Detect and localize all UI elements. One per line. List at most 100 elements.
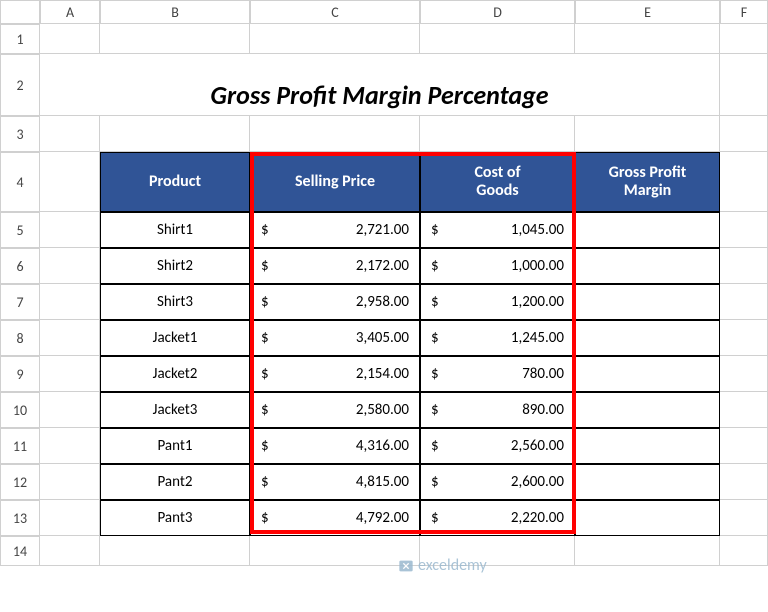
cell-margin[interactable] (575, 248, 720, 284)
cell-margin[interactable] (575, 428, 720, 464)
cell-cost[interactable]: $1,245.00 (420, 320, 575, 356)
row-header-6[interactable]: 6 (0, 248, 40, 284)
cell-margin[interactable] (575, 392, 720, 428)
cell[interactable] (100, 116, 250, 152)
cell[interactable] (40, 356, 100, 392)
cell[interactable] (720, 212, 768, 248)
cell[interactable] (250, 24, 420, 54)
cell[interactable] (40, 248, 100, 284)
cell-product[interactable]: Jacket1 (100, 320, 250, 356)
cell[interactable] (250, 536, 420, 566)
cell[interactable] (575, 24, 720, 54)
col-header-b[interactable]: B (100, 0, 250, 24)
row-header-1[interactable]: 1 (0, 24, 40, 54)
row-header-10[interactable]: 10 (0, 392, 40, 428)
cell-product[interactable]: Pant3 (100, 500, 250, 536)
cell-cost[interactable]: $1,000.00 (420, 248, 575, 284)
cell[interactable] (40, 536, 100, 566)
cell[interactable] (40, 212, 100, 248)
col-header-d[interactable]: D (420, 0, 575, 24)
cell-cost[interactable]: $2,220.00 (420, 500, 575, 536)
col-header-a[interactable]: A (40, 0, 100, 24)
cell-cost[interactable]: $890.00 (420, 392, 575, 428)
cell-price[interactable]: $4,792.00 (250, 500, 420, 536)
cell-margin[interactable] (575, 464, 720, 500)
cell[interactable] (40, 24, 100, 54)
cell-margin[interactable] (575, 320, 720, 356)
cell-price[interactable]: $2,154.00 (250, 356, 420, 392)
col-header-e[interactable]: E (575, 0, 720, 24)
cell[interactable] (720, 248, 768, 284)
cell[interactable] (40, 500, 100, 536)
row-header-9[interactable]: 9 (0, 356, 40, 392)
cell[interactable] (575, 116, 720, 152)
header-cost-of-goods[interactable]: Cost of Goods (420, 152, 575, 212)
header-product[interactable]: Product (100, 152, 250, 212)
col-header-f[interactable]: F (720, 0, 768, 24)
row-header-13[interactable]: 13 (0, 500, 40, 536)
row-header-7[interactable]: 7 (0, 284, 40, 320)
cell[interactable] (720, 392, 768, 428)
row-header-3[interactable]: 3 (0, 116, 40, 152)
cell-price[interactable]: $4,316.00 (250, 428, 420, 464)
cell-cost[interactable]: $780.00 (420, 356, 575, 392)
cell[interactable] (720, 500, 768, 536)
cell-price[interactable]: $3,405.00 (250, 320, 420, 356)
cell-price[interactable]: $2,172.00 (250, 248, 420, 284)
cell[interactable] (40, 152, 100, 212)
cell-product[interactable]: Pant2 (100, 464, 250, 500)
corner-cell[interactable] (0, 0, 40, 24)
cell-price[interactable]: $2,580.00 (250, 392, 420, 428)
cell[interactable] (720, 116, 768, 152)
cell[interactable] (40, 464, 100, 500)
cell-price[interactable]: $2,721.00 (250, 212, 420, 248)
row-header-4[interactable]: 4 (0, 152, 40, 212)
cell[interactable] (420, 116, 575, 152)
cell-cost[interactable]: $2,560.00 (420, 428, 575, 464)
cell[interactable] (720, 54, 768, 116)
cell[interactable] (40, 320, 100, 356)
row-header-8[interactable]: 8 (0, 320, 40, 356)
cell[interactable] (40, 428, 100, 464)
row-header-5[interactable]: 5 (0, 212, 40, 248)
row-header-11[interactable]: 11 (0, 428, 40, 464)
header-gross-profit-margin[interactable]: Gross Profit Margin (575, 152, 720, 212)
cell[interactable] (720, 536, 768, 566)
cell-product[interactable]: Jacket2 (100, 356, 250, 392)
cell-margin[interactable] (575, 500, 720, 536)
cell-price[interactable]: $4,815.00 (250, 464, 420, 500)
cell[interactable] (40, 116, 100, 152)
cell[interactable] (720, 428, 768, 464)
cell-cost[interactable]: $1,045.00 (420, 212, 575, 248)
header-selling-price[interactable]: Selling Price (250, 152, 420, 212)
cell[interactable] (720, 356, 768, 392)
cell-margin[interactable] (575, 284, 720, 320)
cell[interactable] (720, 24, 768, 54)
cell[interactable] (720, 152, 768, 212)
cell-margin[interactable] (575, 356, 720, 392)
cell-cost[interactable]: $1,200.00 (420, 284, 575, 320)
row-header-2[interactable]: 2 (0, 54, 40, 116)
cell-product[interactable]: Pant1 (100, 428, 250, 464)
cell-product[interactable]: Jacket3 (100, 392, 250, 428)
cell[interactable] (100, 536, 250, 566)
cell-margin[interactable] (575, 212, 720, 248)
cell-price[interactable]: $2,958.00 (250, 284, 420, 320)
row-header-12[interactable]: 12 (0, 464, 40, 500)
cell[interactable] (250, 116, 420, 152)
cell[interactable] (720, 320, 768, 356)
cell[interactable] (100, 24, 250, 54)
cell[interactable] (420, 24, 575, 54)
cell-product[interactable]: Shirt2 (100, 248, 250, 284)
cell[interactable] (40, 284, 100, 320)
cell[interactable] (40, 392, 100, 428)
cell-cost[interactable]: $2,600.00 (420, 464, 575, 500)
cell[interactable] (575, 536, 720, 566)
row-header-14[interactable]: 14 (0, 536, 40, 566)
cell-product[interactable]: Shirt3 (100, 284, 250, 320)
col-header-c[interactable]: C (250, 0, 420, 24)
page-title[interactable]: Gross Profit Margin Percentage (40, 54, 720, 116)
cell[interactable] (720, 464, 768, 500)
cell-product[interactable]: Shirt1 (100, 212, 250, 248)
cell[interactable] (720, 284, 768, 320)
